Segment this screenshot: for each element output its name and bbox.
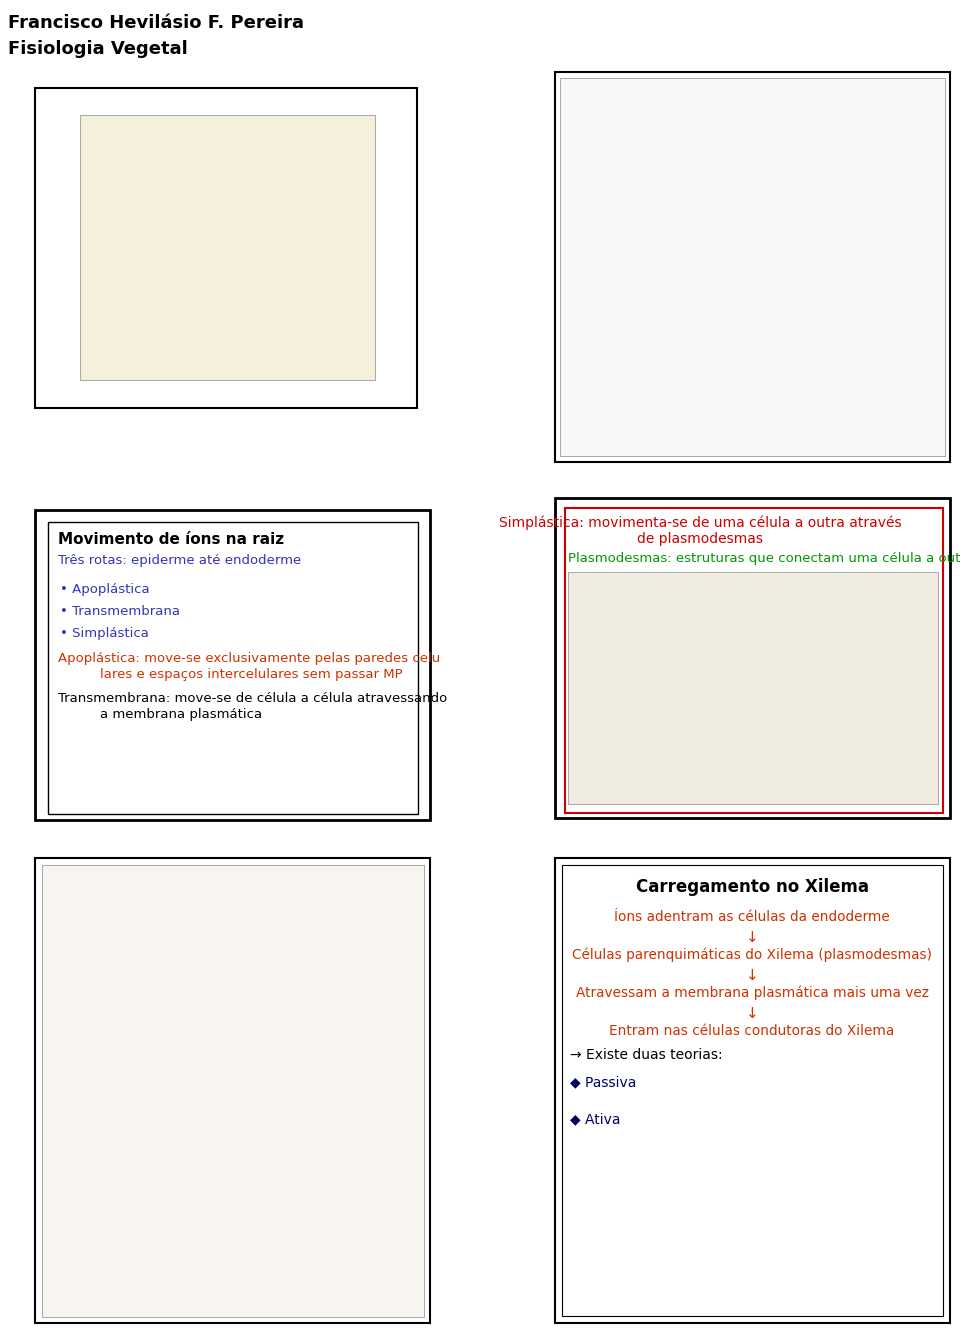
Text: Carregamento no Xilema: Carregamento no Xilema (636, 878, 869, 896)
Text: Atravessam a membrana plasmática mais uma vez: Atravessam a membrana plasmática mais um… (575, 986, 928, 1001)
Text: Três rotas: epiderme até endoderme: Três rotas: epiderme até endoderme (58, 554, 301, 566)
Bar (560, 77, 945, 456)
Text: ↓: ↓ (746, 930, 758, 945)
Bar (80, 115, 375, 379)
Text: ◆ Ativa: ◆ Ativa (570, 1112, 620, 1126)
Bar (568, 572, 938, 804)
Text: Plasmodesmas: estruturas que conectam uma célula a outra: Plasmodesmas: estruturas que conectam um… (568, 552, 960, 565)
Text: • Transmembrana: • Transmembrana (60, 605, 180, 619)
Text: ↓: ↓ (746, 969, 758, 983)
Bar (48, 522, 418, 814)
Bar (562, 864, 943, 1316)
Bar (555, 858, 950, 1323)
Text: Células parenquimáticas do Xilema (plasmodesmas): Células parenquimáticas do Xilema (plasm… (572, 949, 932, 962)
Text: • Simplástica: • Simplástica (60, 627, 149, 640)
Text: lares e espaços intercelulares sem passar MP: lares e espaços intercelulares sem passa… (100, 668, 402, 681)
Text: Francisco Hevilásio F. Pereira: Francisco Hevilásio F. Pereira (8, 13, 304, 32)
Text: Apoplástica: move-se exclusivamente pelas paredes celu: Apoplástica: move-se exclusivamente pela… (58, 652, 441, 665)
Text: Íons adentram as células da endoderme: Íons adentram as células da endoderme (614, 910, 890, 925)
Text: Movimento de íons na raiz: Movimento de íons na raiz (58, 532, 284, 546)
Bar (555, 72, 950, 462)
Bar (565, 508, 943, 814)
Text: ◆ Passiva: ◆ Passiva (570, 1075, 636, 1089)
Text: • Apoplástica: • Apoplástica (60, 582, 150, 596)
Text: Transmembrana: move-se de célula a célula atravessando: Transmembrana: move-se de célula a célul… (58, 692, 447, 705)
Text: Entram nas células condutoras do Xilema: Entram nas células condutoras do Xilema (610, 1023, 895, 1038)
Text: → Existe duas teorias:: → Existe duas teorias: (570, 1047, 723, 1062)
Bar (555, 498, 950, 818)
Bar (35, 858, 430, 1323)
Text: de plasmodesmas: de plasmodesmas (637, 532, 763, 546)
Text: a membrana plasmática: a membrana plasmática (100, 708, 262, 721)
Text: Simplástica: movimenta-se de uma célula a outra através: Simplástica: movimenta-se de uma célula … (498, 516, 901, 530)
Bar (35, 88, 417, 407)
Text: ↓: ↓ (746, 1006, 758, 1021)
Bar (42, 864, 424, 1317)
Text: Fisiologia Vegetal: Fisiologia Vegetal (8, 40, 188, 57)
Bar (35, 510, 430, 820)
